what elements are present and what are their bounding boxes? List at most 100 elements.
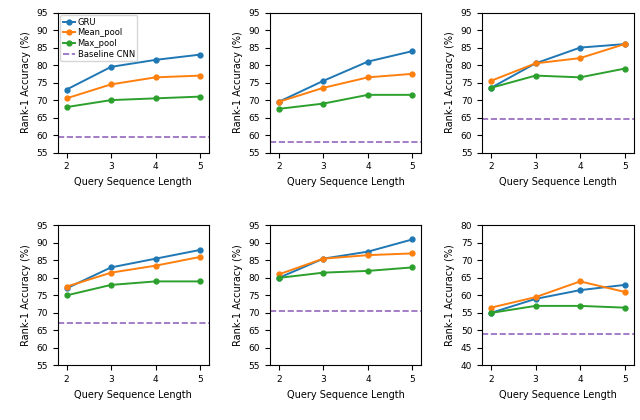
Max_pool bbox=[152, 96, 159, 101]
Y-axis label: Rank-1 Accuracy (%): Rank-1 Accuracy (%) bbox=[21, 32, 31, 134]
Max_pool bbox=[196, 279, 204, 284]
Line: GRU: GRU bbox=[488, 283, 627, 315]
Mean_pool bbox=[275, 99, 283, 104]
Max_pool bbox=[576, 75, 584, 80]
Mean_pool bbox=[576, 279, 584, 284]
Y-axis label: Rank-1 Accuracy (%): Rank-1 Accuracy (%) bbox=[445, 244, 455, 346]
Legend: GRU, Mean_pool, Max_pool, Baseline CNN: GRU, Mean_pool, Max_pool, Baseline CNN bbox=[60, 15, 138, 61]
Mean_pool bbox=[532, 294, 540, 299]
Max_pool bbox=[364, 268, 372, 273]
GRU bbox=[108, 64, 115, 69]
GRU bbox=[487, 85, 495, 90]
Max_pool bbox=[487, 85, 495, 90]
Max_pool bbox=[275, 276, 283, 281]
Mean_pool bbox=[364, 252, 372, 257]
Baseline CNN bbox=[398, 331, 406, 336]
Y-axis label: Rank-1 Accuracy (%): Rank-1 Accuracy (%) bbox=[233, 244, 243, 346]
Line: Mean_pool: Mean_pool bbox=[488, 42, 627, 83]
Max_pool bbox=[408, 92, 416, 97]
Max_pool bbox=[408, 265, 416, 270]
Max_pool bbox=[275, 106, 283, 111]
Mean_pool bbox=[63, 96, 70, 101]
Max_pool bbox=[621, 305, 628, 310]
GRU bbox=[487, 310, 495, 315]
Line: GRU: GRU bbox=[276, 49, 415, 104]
Mean_pool bbox=[487, 78, 495, 83]
GRU bbox=[63, 286, 70, 291]
Mean_pool bbox=[319, 256, 327, 261]
Line: Max_pool: Max_pool bbox=[64, 94, 203, 110]
Line: Mean_pool: Mean_pool bbox=[276, 71, 415, 104]
Mean_pool bbox=[319, 85, 327, 90]
Max_pool bbox=[196, 94, 204, 99]
X-axis label: Query Sequence Length: Query Sequence Length bbox=[287, 177, 404, 187]
Max_pool bbox=[364, 92, 372, 97]
Line: Mean_pool: Mean_pool bbox=[64, 73, 203, 101]
Max_pool bbox=[621, 66, 628, 71]
Line: Max_pool: Max_pool bbox=[276, 92, 415, 111]
X-axis label: Query Sequence Length: Query Sequence Length bbox=[74, 177, 193, 187]
Mean_pool bbox=[196, 73, 204, 78]
Y-axis label: Rank-1 Accuracy (%): Rank-1 Accuracy (%) bbox=[233, 32, 243, 134]
GRU bbox=[576, 45, 584, 50]
Mean_pool bbox=[152, 263, 159, 268]
GRU bbox=[63, 87, 70, 92]
GRU bbox=[196, 52, 204, 57]
Mean_pool bbox=[63, 284, 70, 289]
GRU bbox=[364, 249, 372, 254]
Mean_pool bbox=[152, 75, 159, 80]
Baseline CNN bbox=[442, 117, 450, 122]
Max_pool bbox=[319, 270, 327, 275]
Max_pool bbox=[532, 73, 540, 78]
Mean_pool bbox=[487, 305, 495, 310]
Max_pool bbox=[487, 310, 495, 315]
Mean_pool bbox=[108, 270, 115, 275]
GRU bbox=[196, 247, 204, 252]
Max_pool bbox=[108, 282, 115, 287]
Mean_pool bbox=[621, 42, 628, 47]
Max_pool bbox=[532, 303, 540, 308]
Mean_pool bbox=[275, 272, 283, 277]
GRU bbox=[621, 282, 628, 287]
Mean_pool bbox=[364, 75, 372, 80]
X-axis label: Query Sequence Length: Query Sequence Length bbox=[74, 390, 193, 400]
X-axis label: Query Sequence Length: Query Sequence Length bbox=[499, 177, 617, 187]
Max_pool bbox=[576, 303, 584, 308]
Baseline CNN bbox=[18, 321, 26, 326]
Baseline CNN bbox=[18, 134, 26, 139]
Line: GRU: GRU bbox=[64, 52, 203, 92]
Line: Mean_pool: Mean_pool bbox=[64, 255, 203, 289]
GRU bbox=[275, 99, 283, 104]
Line: Mean_pool: Mean_pool bbox=[276, 251, 415, 277]
X-axis label: Query Sequence Length: Query Sequence Length bbox=[287, 390, 404, 400]
Line: Mean_pool: Mean_pool bbox=[488, 279, 627, 310]
Line: GRU: GRU bbox=[64, 247, 203, 291]
GRU bbox=[152, 57, 159, 62]
Line: Max_pool: Max_pool bbox=[488, 304, 627, 315]
Mean_pool bbox=[576, 55, 584, 60]
Max_pool bbox=[319, 101, 327, 106]
GRU bbox=[364, 59, 372, 64]
GRU bbox=[319, 256, 327, 261]
Baseline CNN bbox=[186, 309, 193, 314]
GRU bbox=[408, 49, 416, 54]
Baseline CNN bbox=[230, 309, 238, 314]
Max_pool bbox=[152, 279, 159, 284]
GRU bbox=[152, 256, 159, 261]
GRU bbox=[319, 78, 327, 83]
Line: Max_pool: Max_pool bbox=[64, 279, 203, 298]
Baseline CNN bbox=[398, 117, 406, 122]
Baseline CNN bbox=[186, 139, 193, 144]
Baseline CNN bbox=[230, 139, 238, 144]
Line: Max_pool: Max_pool bbox=[276, 265, 415, 280]
Y-axis label: Rank-1 Accuracy (%): Rank-1 Accuracy (%) bbox=[21, 244, 31, 346]
Mean_pool bbox=[621, 289, 628, 294]
Mean_pool bbox=[408, 251, 416, 256]
Mean_pool bbox=[532, 61, 540, 66]
Max_pool bbox=[63, 293, 70, 298]
Mean_pool bbox=[196, 255, 204, 260]
X-axis label: Query Sequence Length: Query Sequence Length bbox=[499, 390, 617, 400]
Line: GRU: GRU bbox=[276, 237, 415, 280]
Max_pool bbox=[108, 97, 115, 102]
GRU bbox=[532, 297, 540, 302]
